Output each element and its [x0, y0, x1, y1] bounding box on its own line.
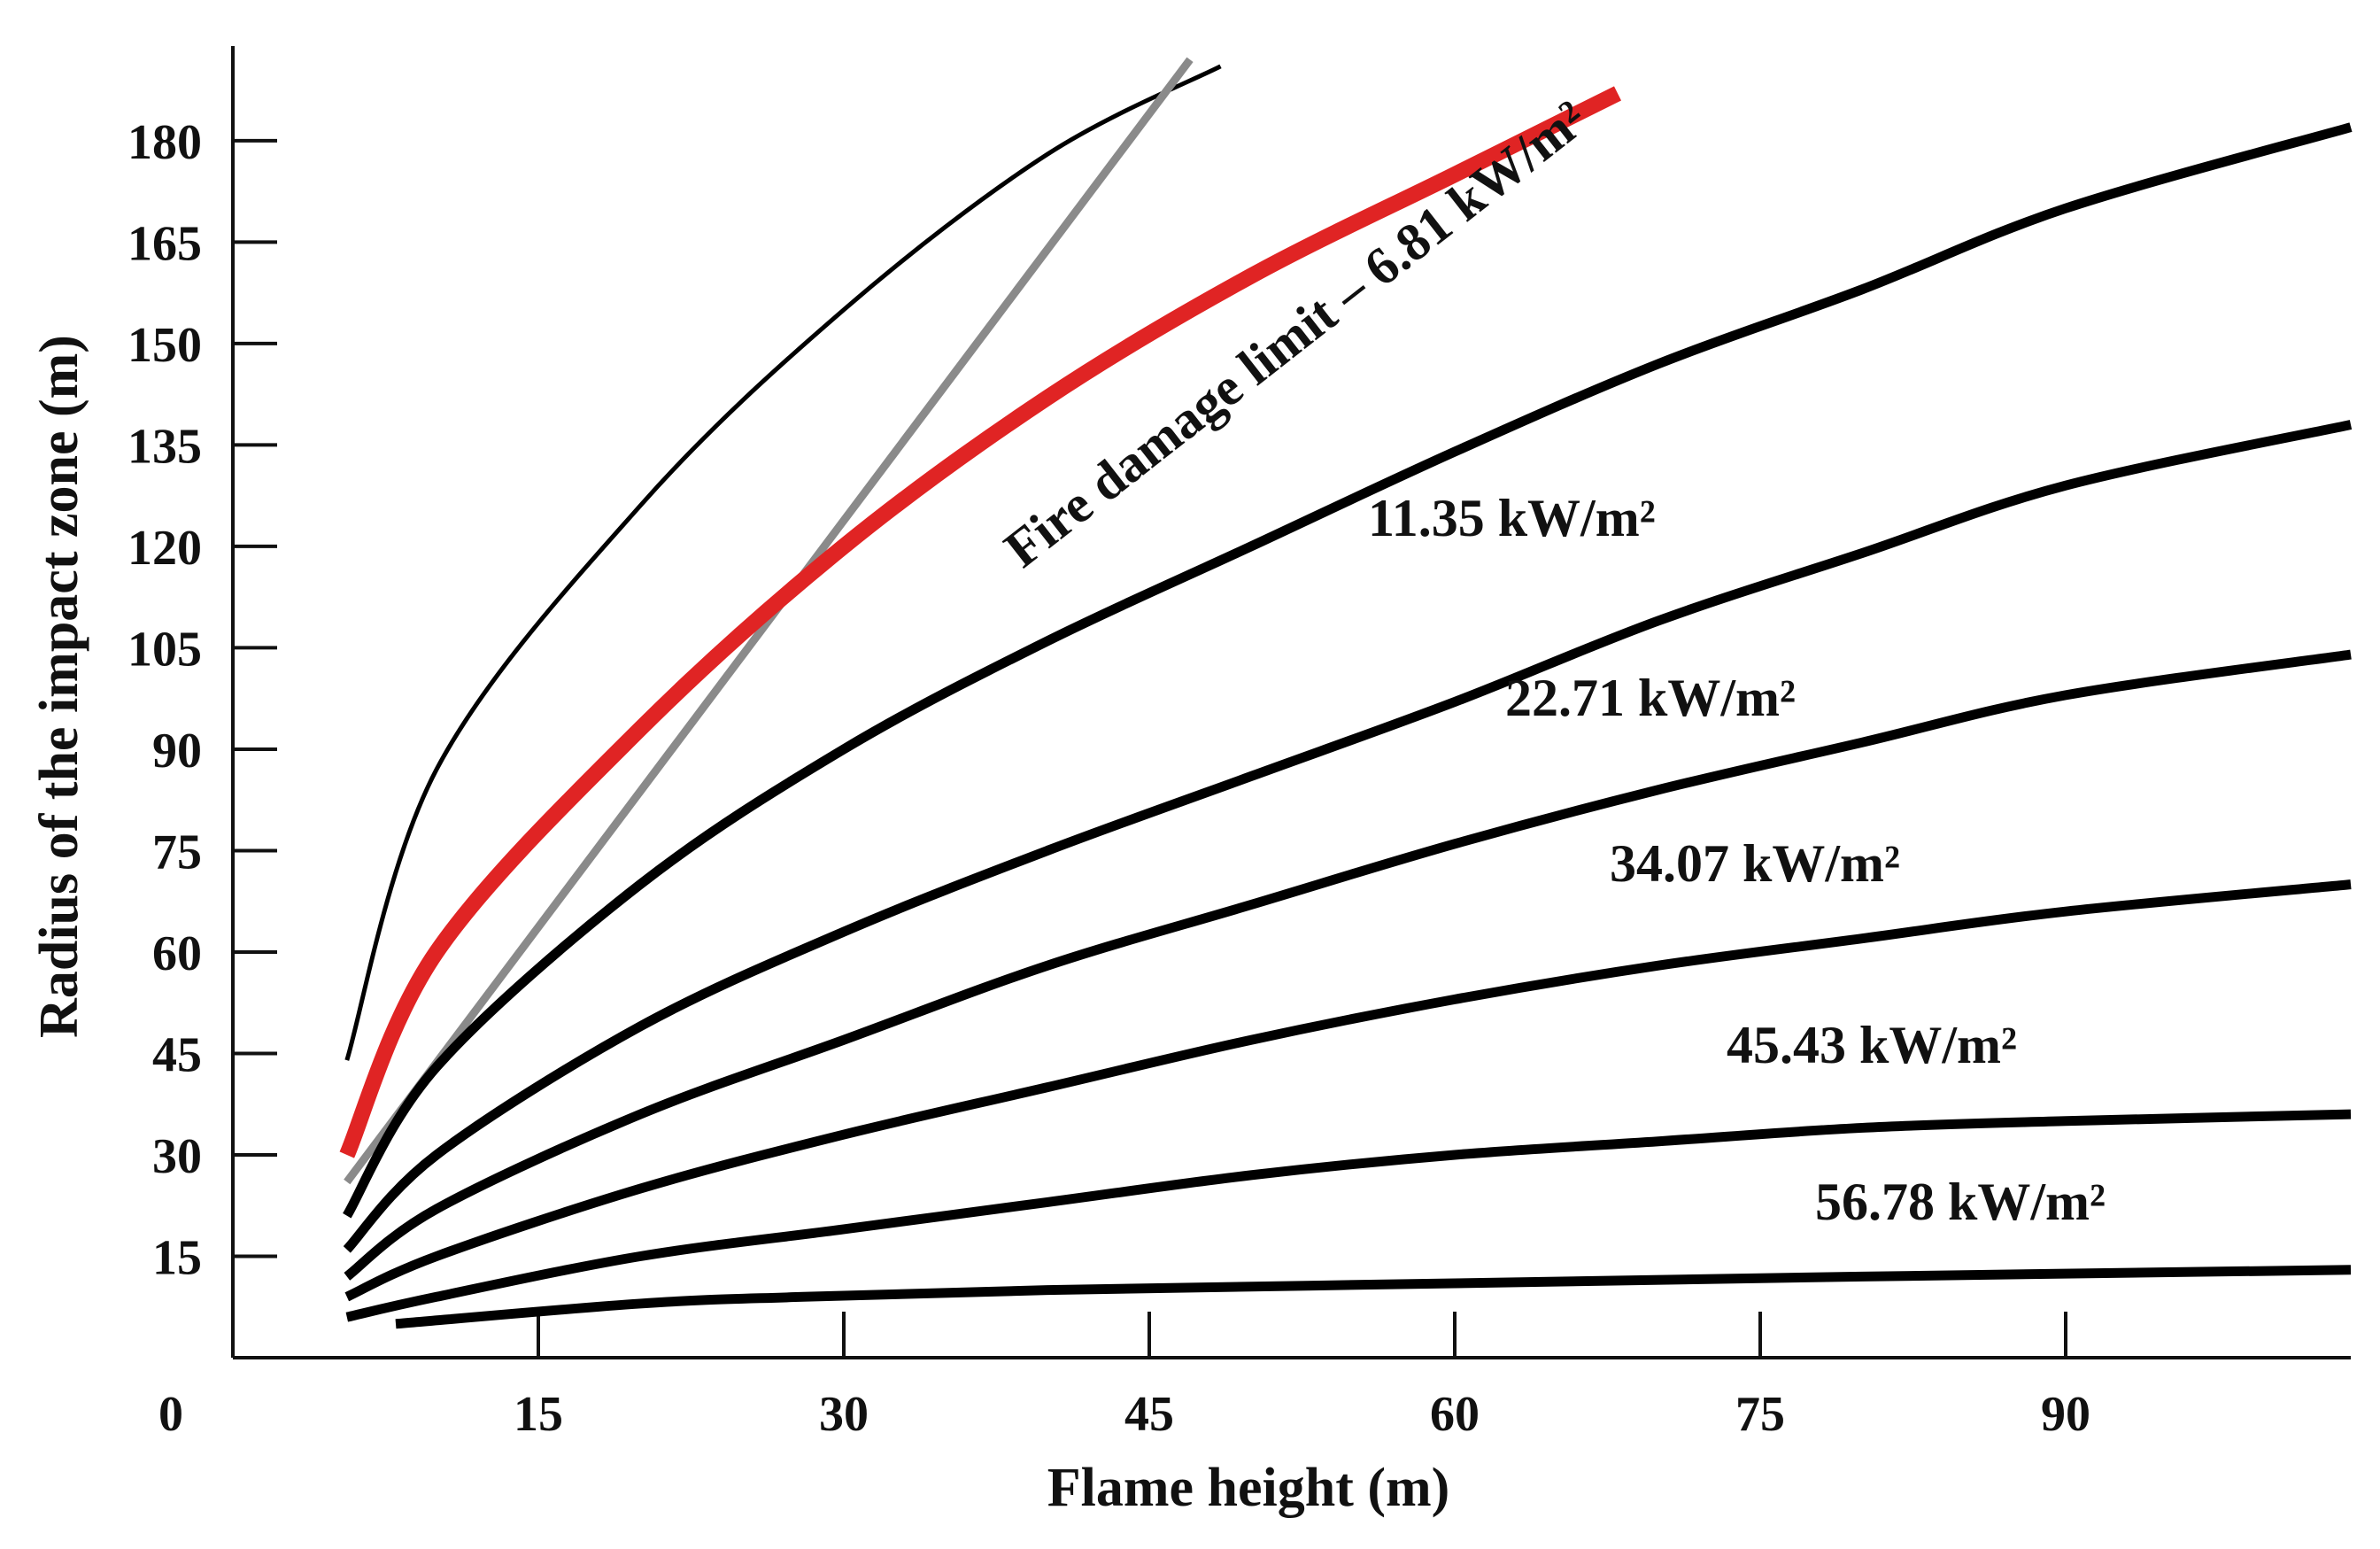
y-tick-label: 120 [128, 521, 202, 576]
series-lines [339, 57, 2353, 1329]
axis-ticks: 15 30 45 60 75 90 15 30 45 60 75 90 105 120 135 150 165 1… [128, 115, 2090, 1442]
series-label-34.07: 34.07 kW/m² [1610, 834, 1900, 893]
series-line-gray-line [344, 57, 1194, 1185]
x-tick-label: 90 [2041, 1387, 2090, 1442]
series-label-45.43: 45.43 kW/m² [1727, 1016, 2017, 1074]
x-tick-label: 45 [1124, 1387, 1174, 1442]
series-label-22.71: 22.71 kW/m² [1505, 669, 1796, 727]
x-tick-label: 30 [819, 1387, 869, 1442]
series-line-lowest [395, 1265, 2352, 1329]
y-tick-label: 30 [152, 1129, 202, 1184]
series-line-22.71 [343, 420, 2353, 1253]
y-axis-title: Radius of the impact zone (m) [29, 335, 89, 1038]
series-line-56.78 [345, 1109, 2352, 1322]
y-tick-label: 60 [152, 926, 202, 981]
x-tick-label: 60 [1430, 1387, 1480, 1442]
y-tick-label: 90 [152, 724, 202, 778]
y-tick-label: 75 [152, 825, 202, 879]
series-line-fire-damage-limit [339, 86, 1622, 1158]
x-axis-title: Flame height (m) [1047, 1458, 1450, 1518]
x-tick-label: 15 [514, 1387, 563, 1442]
y-tick-label: 15 [152, 1230, 202, 1285]
axis-titles: 0 Flame height (m) Radius of the impact … [29, 335, 1449, 1518]
y-tick-label: 180 [128, 115, 202, 170]
series-label-56.78: 56.78 kW/m² [1815, 1173, 2106, 1231]
series-label-11.35: 11.35 kW/m² [1368, 489, 1656, 547]
series-line-45.43 [344, 879, 2352, 1302]
y-tick-label: 45 [152, 1027, 202, 1082]
series-line-34.07 [344, 649, 2352, 1281]
y-tick-label: 150 [128, 318, 202, 373]
y-tick-label: 105 [128, 622, 202, 677]
series-line-11.35 [343, 122, 2353, 1219]
series-line-upper-thin [344, 64, 1222, 1061]
y-tick-label: 165 [128, 216, 202, 271]
y-tick-label: 135 [128, 419, 202, 474]
axes [231, 46, 2351, 1359]
x-tick-label: 75 [1735, 1387, 1785, 1442]
origin-label: 0 [158, 1387, 183, 1442]
